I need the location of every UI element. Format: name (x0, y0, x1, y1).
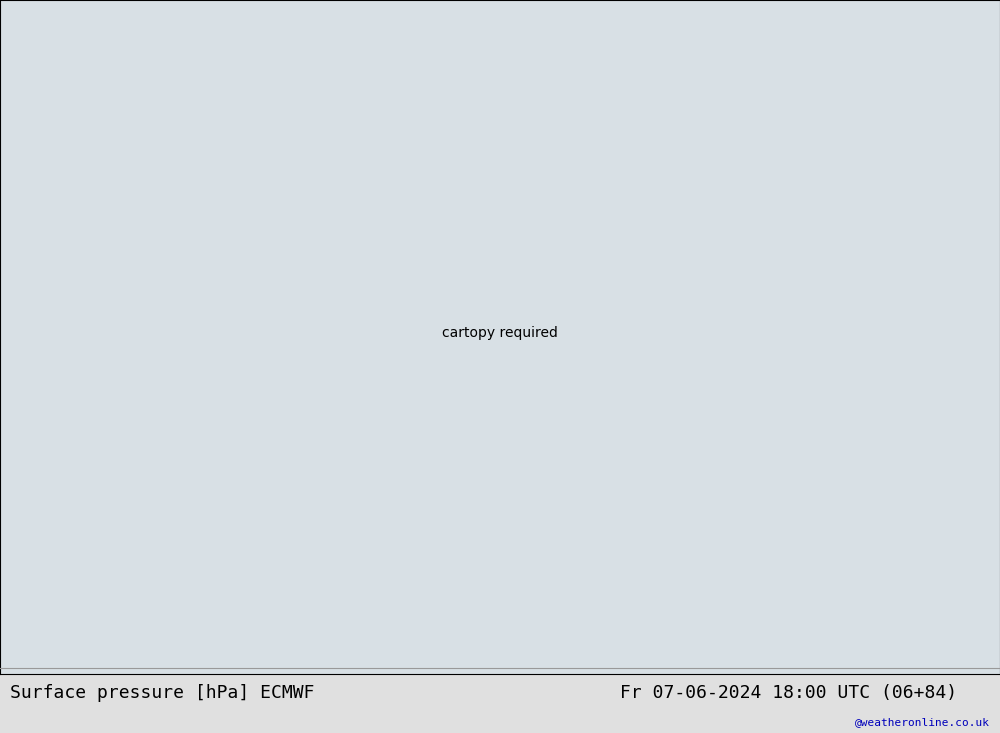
Text: cartopy required: cartopy required (442, 326, 558, 340)
Text: @weatheronline.co.uk: @weatheronline.co.uk (855, 717, 990, 727)
Text: Fr 07-06-2024 18:00 UTC (06+84): Fr 07-06-2024 18:00 UTC (06+84) (620, 684, 957, 701)
Text: Surface pressure [hPa] ECMWF: Surface pressure [hPa] ECMWF (10, 684, 314, 701)
